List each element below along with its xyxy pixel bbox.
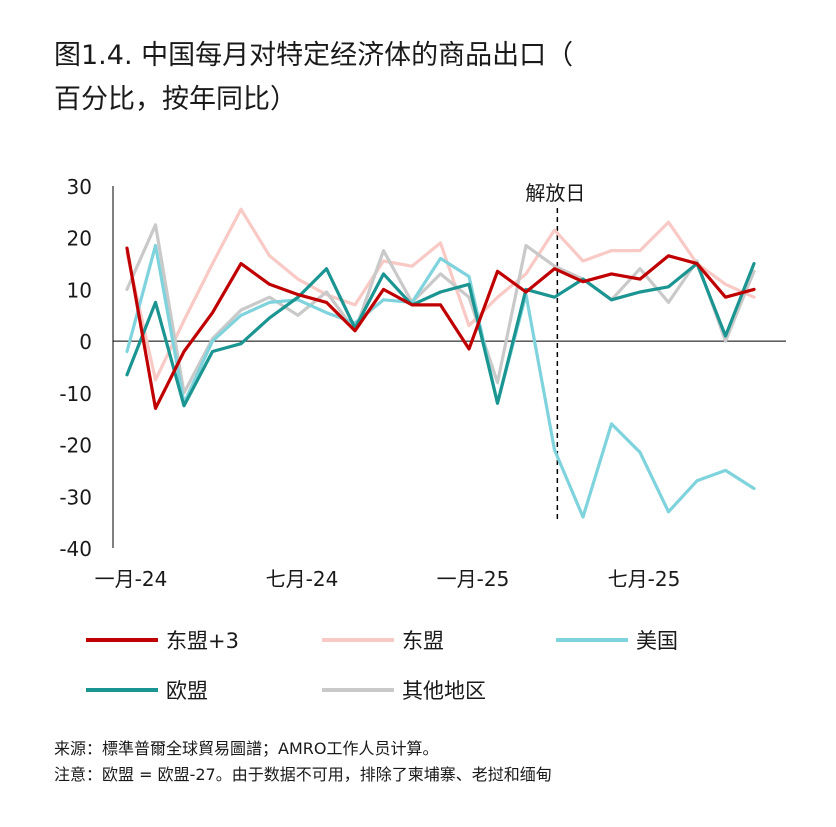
legend-label: 美国 (636, 629, 678, 653)
x-tick-label: 一月-24 (95, 567, 168, 591)
legend-label: 欧盟 (166, 679, 208, 703)
legend-item: 欧盟 (86, 672, 208, 708)
legend-item: 其他地区 (322, 672, 486, 708)
legend-swatch (556, 638, 628, 642)
x-tick-label: 七月-24 (266, 567, 339, 591)
y-tick-label: 20 (67, 227, 92, 251)
x-tick-label: 七月-25 (608, 567, 681, 591)
series-line-4 (125, 262, 756, 408)
legend-label: 东盟 (402, 629, 444, 653)
series-line-1 (125, 246, 756, 410)
x-tick-label: 一月-25 (437, 567, 510, 591)
legend-swatch (86, 688, 158, 692)
chart-legend: 东盟+3 东盟 美国欧盟 其他地区 (86, 622, 826, 722)
y-tick-label: 30 (67, 175, 92, 199)
legend-label: 其他地区 (402, 679, 486, 703)
series-line-5 (125, 223, 756, 395)
series-line-3 (125, 243, 756, 519)
chart-title-line-1: 图1.4. 中国每月对特定经济体的商品出口（ (54, 40, 574, 71)
y-tick-label: -20 (59, 434, 92, 458)
series-line-2 (125, 207, 756, 382)
chart-title-line-2: 百分比，按年同比） (54, 84, 297, 115)
y-tick-label: 0 (79, 330, 92, 354)
y-tick-label: -30 (59, 485, 92, 509)
annotation-label: 解放日 (525, 181, 585, 205)
legend-swatch (322, 638, 394, 642)
legend-item: 东盟+3 (86, 622, 239, 658)
y-tick-label: -40 (59, 537, 92, 561)
footnotes: 来源：標準普爾全球貿易圖譜；AMRO工作人员计算。 注意：欧盟 = 欧盟-27。… (54, 736, 552, 788)
legend-swatch (86, 638, 158, 642)
legend-swatch (322, 688, 394, 692)
y-tick-label: 10 (67, 278, 92, 302)
chart-title: 图1.4. 中国每月对特定经济体的商品出口（ 百分比，按年同比） (54, 34, 754, 122)
y-tick-label: -10 (59, 382, 92, 406)
legend-label: 东盟+3 (166, 629, 239, 653)
legend-item: 美国 (556, 622, 678, 658)
data-note: 注意：欧盟 = 欧盟-27。由于数据不可用，排除了柬埔寨、老挝和缅甸 (54, 765, 552, 784)
source-note: 来源：標準普爾全球貿易圖譜；AMRO工作人员计算。 (54, 739, 439, 758)
legend-item: 东盟 (322, 622, 444, 658)
